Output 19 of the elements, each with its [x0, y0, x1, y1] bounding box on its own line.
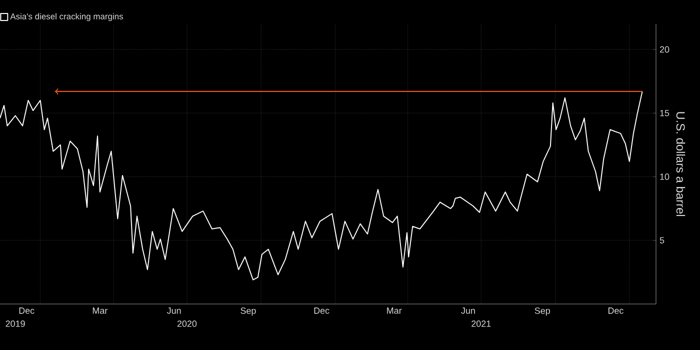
x-tick-label: Sep [534, 308, 550, 316]
y-tick-label: 5 [660, 237, 664, 244]
y-tick-label: 15 [660, 110, 670, 116]
x2-tick-label: 2021 [472, 320, 491, 327]
x2-tick-label: 2019 [6, 320, 25, 327]
y-axis-title: U.S. dollars a barrel [676, 112, 686, 216]
line-series [0, 90, 643, 280]
legend-label: Asia's diesel cracking margins [10, 13, 123, 22]
x-tick-label: Dec [19, 308, 34, 314]
x-tick-label: Mar [387, 308, 402, 314]
y-tick-label: 20 [660, 46, 670, 53]
x-tick-label: Dec [608, 308, 624, 314]
x-tick-label: Jun [166, 308, 181, 314]
x-tick-label: Dec [314, 308, 330, 314]
x-tick-label: Mar [92, 308, 108, 314]
x-tick-label: Jun [461, 308, 475, 314]
x-tick-label: Sep [240, 308, 256, 316]
x2-tick-label: 2020 [177, 320, 197, 327]
y-tick-label: 10 [660, 174, 670, 180]
